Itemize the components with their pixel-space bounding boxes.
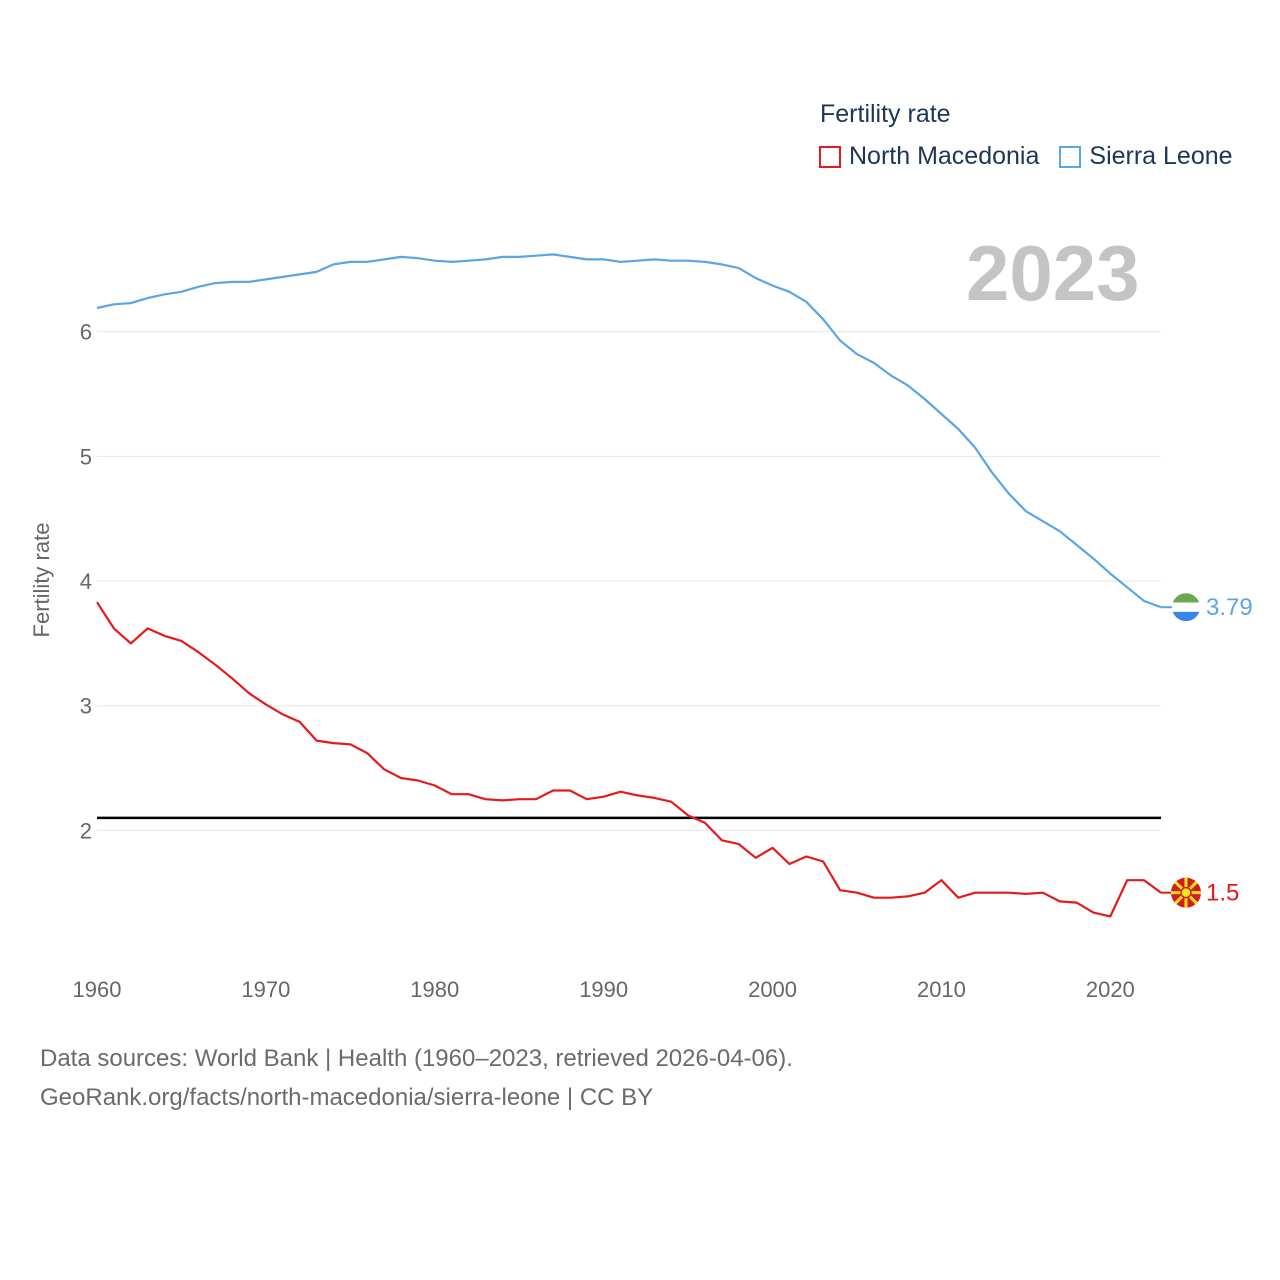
end-value-sierra-leone: 3.79 xyxy=(1206,594,1253,621)
y-tick-3: 3 xyxy=(80,694,92,719)
legend-item-sierra-leone[interactable]: Sierra Leone xyxy=(1059,142,1233,171)
legend-title: Fertility rate xyxy=(820,100,951,128)
x-tick-1990: 1990 xyxy=(579,977,628,1002)
series-line-sierra-leone xyxy=(96,253,1162,609)
y-axis-ticks: 2 3 4 5 6 xyxy=(80,320,92,844)
x-tick-1960: 1960 xyxy=(73,977,122,1002)
x-axis-ticks: 1960 1970 1980 1990 2000 2010 2020 xyxy=(73,977,1135,1002)
end-markers: 1.5 3.79 xyxy=(1161,593,1253,908)
x-tick-2010: 2010 xyxy=(917,977,966,1002)
x-tick-2000: 2000 xyxy=(748,977,797,1002)
legend-swatch-north-macedonia xyxy=(819,145,841,168)
flag-stripe-white xyxy=(1172,602,1200,612)
grid-lines xyxy=(97,331,1161,831)
legend-item-north-macedonia[interactable]: North Macedonia xyxy=(819,142,1039,171)
legend-swatch-sierra-leone xyxy=(1059,145,1082,168)
flag-marker-sierra-leone xyxy=(1172,593,1200,622)
x-tick-1980: 1980 xyxy=(410,977,459,1002)
legend-label-north-macedonia: North Macedonia xyxy=(849,142,1040,170)
y-tick-2: 2 xyxy=(80,818,92,843)
flag-stripe-blue xyxy=(1172,611,1200,622)
footer-link[interactable]: GeoRank.org/facts/north-macedonia/sierra… xyxy=(40,1084,654,1111)
y-tick-5: 5 xyxy=(80,444,92,469)
y-tick-6: 6 xyxy=(80,320,92,345)
end-value-north-macedonia: 1.5 xyxy=(1206,880,1239,907)
footer-sources: Data sources: World Bank | Health (1960–… xyxy=(40,1045,793,1072)
flag-stripe-green xyxy=(1172,593,1200,603)
flag-marker-north-macedonia xyxy=(1171,877,1201,908)
y-axis-label: Fertility rate xyxy=(29,522,54,638)
flag-body-sierra-leone xyxy=(1172,593,1200,622)
y-tick-4: 4 xyxy=(80,569,92,594)
series-line-north-macedonia xyxy=(96,601,1162,918)
x-tick-2020: 2020 xyxy=(1086,977,1135,1002)
legend-label-sierra-leone: Sierra Leone xyxy=(1089,142,1233,170)
legend: North Macedonia Sierra Leone xyxy=(819,142,1253,171)
flag-sun-north-macedonia xyxy=(1180,886,1192,899)
series-lines xyxy=(96,253,1162,918)
x-tick-1970: 1970 xyxy=(241,977,290,1002)
year-label: 2023 xyxy=(966,229,1140,317)
